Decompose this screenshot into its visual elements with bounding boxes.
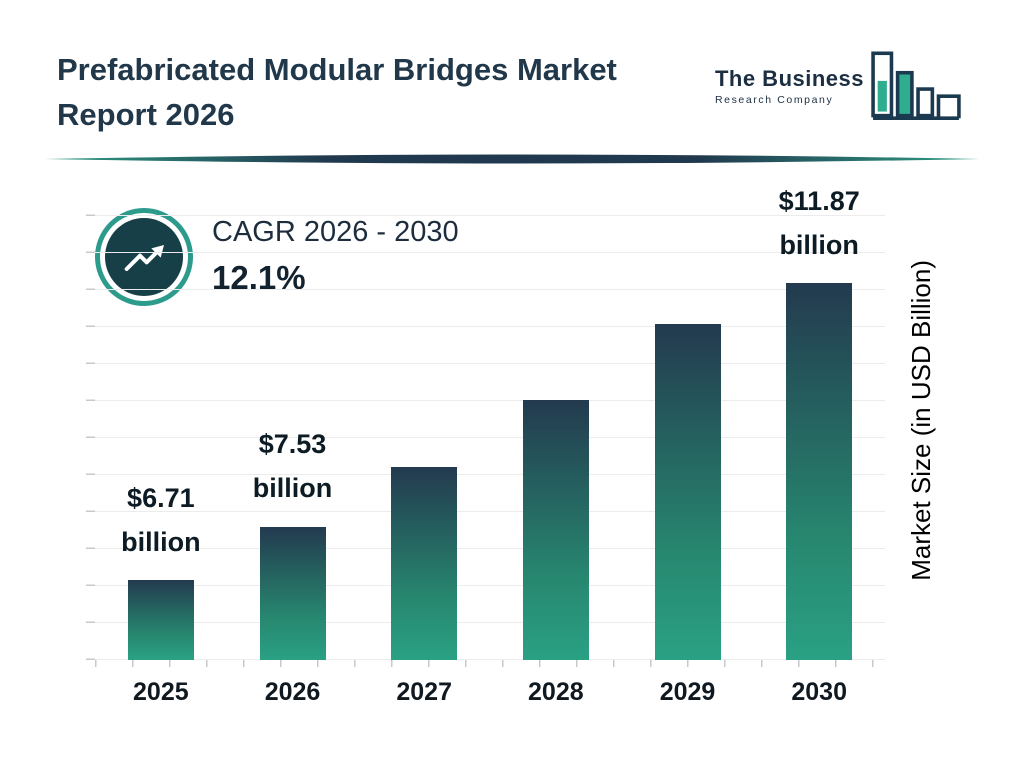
- bars-row: $6.71 billion $7.53 billion $11.87 billion: [95, 180, 885, 660]
- x-axis-labels: 2025 2026 2027 2028 2029 2030: [95, 678, 885, 707]
- bar-value-label-line: billion: [779, 229, 859, 260]
- x-tick-label-2025: 2025: [133, 678, 189, 706]
- bar-2025: [127, 580, 194, 660]
- bar-column-2029: [622, 180, 754, 660]
- bar-2030: [786, 283, 853, 660]
- bar-column-2027: [358, 180, 490, 660]
- bar-column-2025: $6.71 billion: [95, 180, 227, 660]
- company-logo-text: The Business Research Company: [715, 66, 864, 106]
- bar-chart-logo-icon: [871, 51, 961, 120]
- bar-value-label-line: billion: [252, 472, 333, 503]
- bar-value-label-line: billion: [121, 526, 201, 557]
- bar-value-label-2025: $6.71 billion: [121, 477, 200, 564]
- bar-value-label-line: $7.53: [258, 429, 327, 460]
- x-tick-label-2029: 2029: [659, 678, 716, 706]
- company-logo: The Business Research Company: [715, 50, 962, 122]
- bar-2026: [259, 526, 326, 660]
- x-tick-label-2030: 2030: [791, 678, 847, 706]
- plot-area: $6.71 billion $7.53 billion $11.87 billion: [86, 180, 885, 667]
- bar-column-2026: $7.53 billion: [227, 180, 359, 660]
- y-axis-title: Market Size (in USD Billion): [905, 259, 936, 581]
- bar-value-label-2026: $7.53 billion: [253, 423, 332, 510]
- x-tick-label-2026: 2026: [264, 678, 321, 706]
- logo-line1: The Business: [714, 66, 864, 91]
- bar-value-label-line: $11.87: [778, 186, 860, 216]
- bar-2027: [391, 466, 458, 660]
- bar-2029: [654, 324, 721, 660]
- x-tick-label-2028: 2028: [528, 678, 584, 706]
- bar-value-label-2030: $11.87 billion: [779, 180, 860, 267]
- y-axis-ticks: [86, 180, 95, 660]
- x-tick-label-2027: 2027: [396, 678, 452, 706]
- bar-2028: [522, 399, 589, 660]
- bar-column-2028: [490, 180, 622, 660]
- divider: [45, 151, 980, 164]
- bar-value-label-line: $6.71: [127, 482, 195, 513]
- bar-column-2030: $11.87 billion: [753, 180, 885, 660]
- x-axis-ticks: [95, 660, 885, 667]
- logo-line2: Research Company: [714, 94, 834, 106]
- page-title: Prefabricated Modular Bridges Market Rep…: [57, 52, 617, 132]
